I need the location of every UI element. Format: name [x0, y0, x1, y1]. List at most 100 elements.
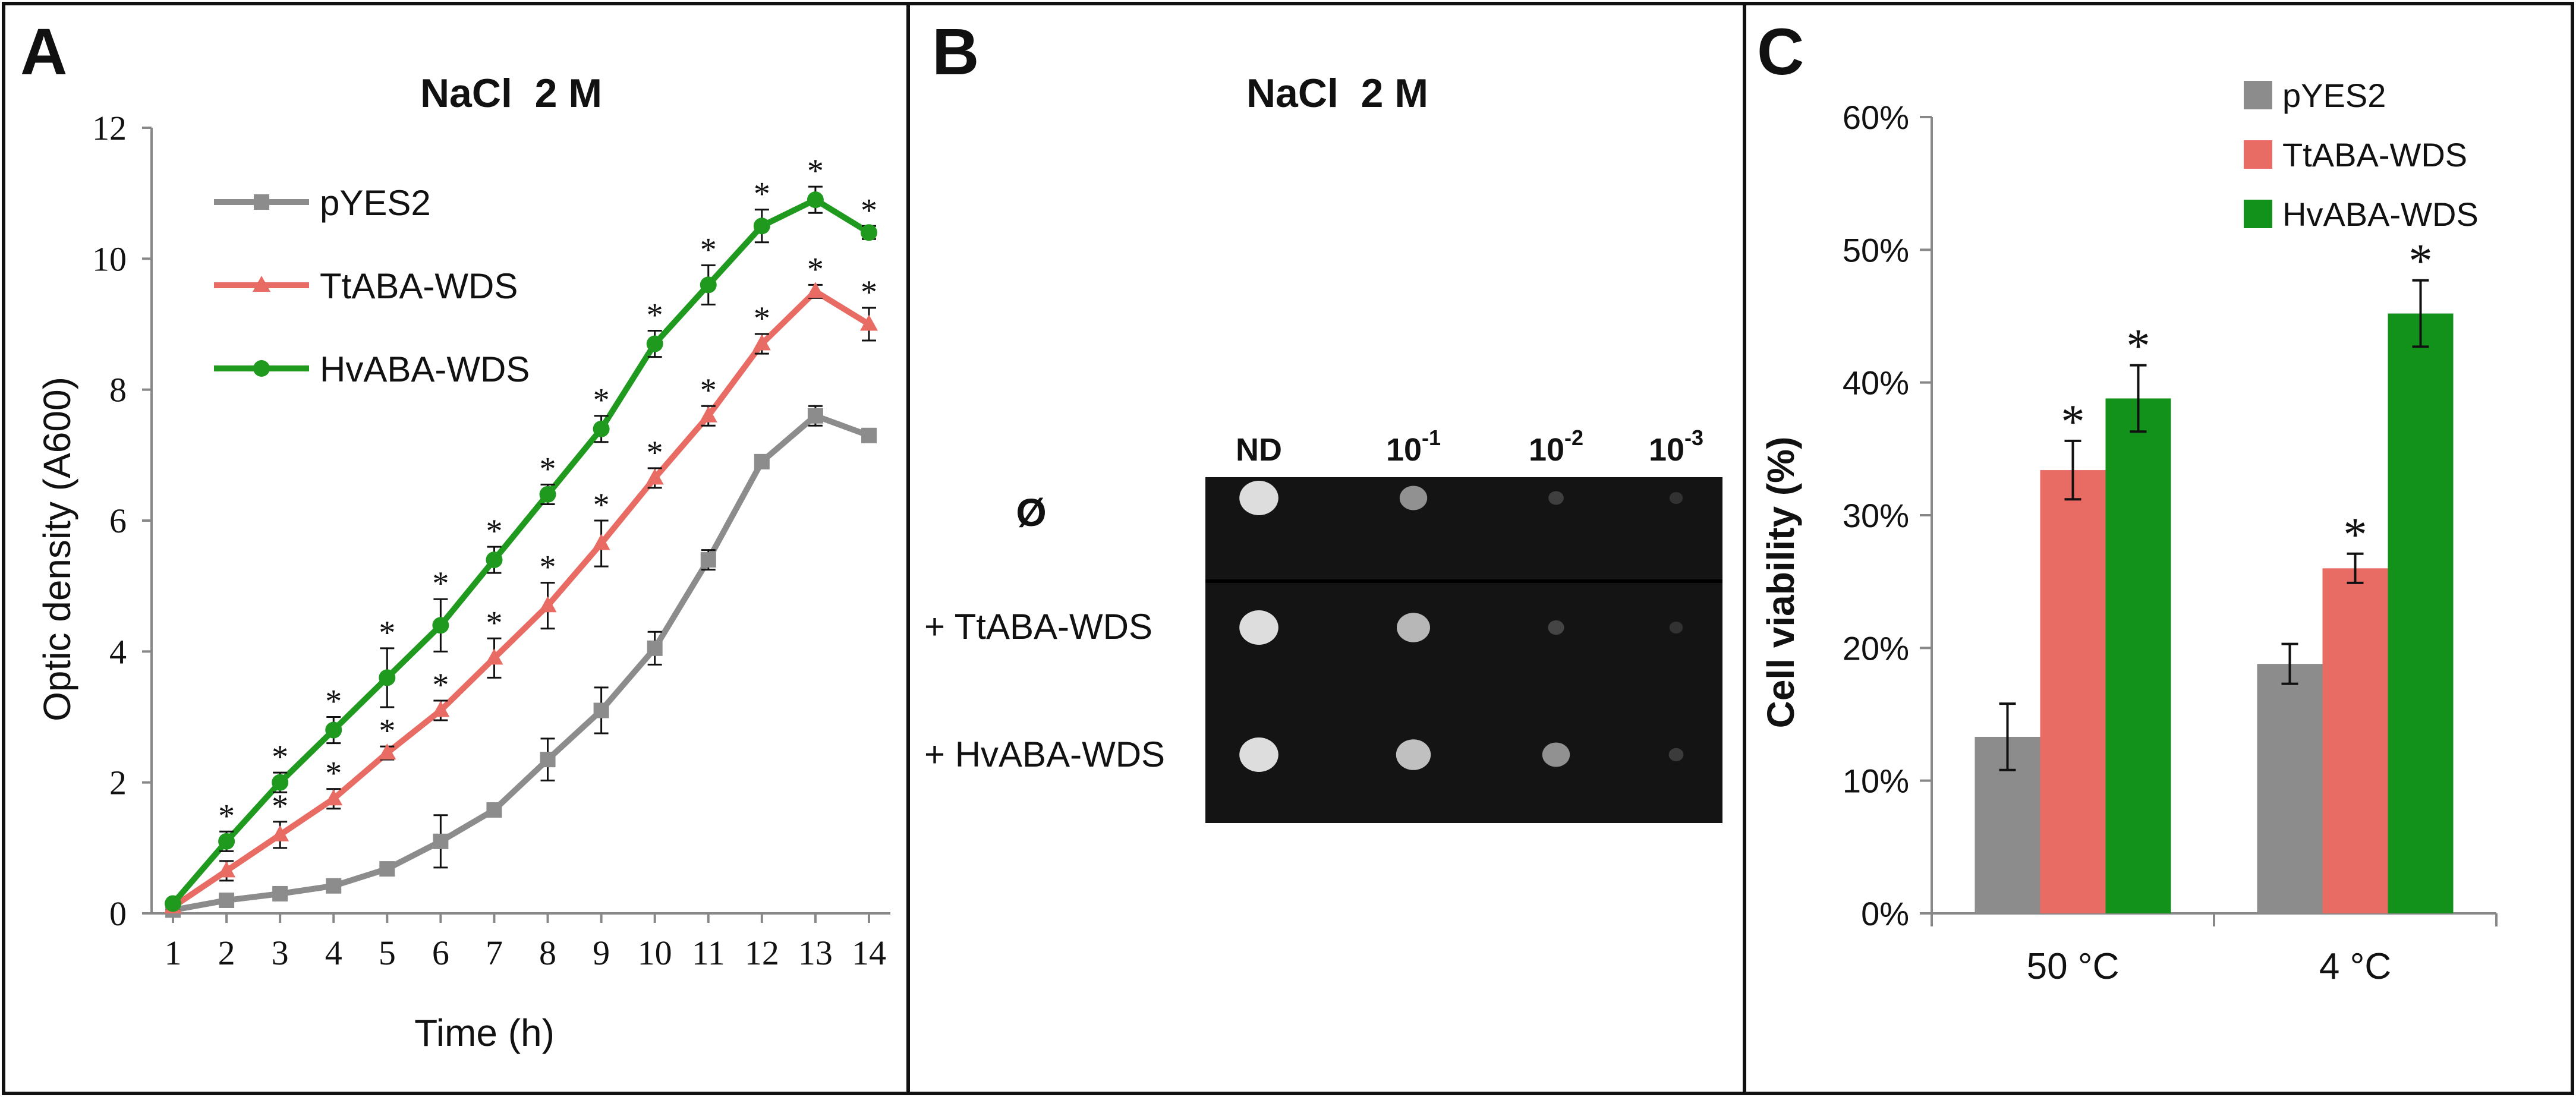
plate-column-label: 10-2	[1529, 425, 1583, 468]
data-point-pYES2	[861, 427, 877, 443]
plate-row-label: + HvABA-WDS	[924, 735, 1165, 774]
y-tick-label: 6	[109, 502, 127, 540]
plate-spot	[1239, 610, 1278, 645]
x-tick-label: 11	[692, 934, 725, 972]
x-tick-label: 2	[218, 934, 235, 972]
panel-a-letter: A	[20, 15, 67, 89]
data-point-pYES2	[219, 892, 235, 908]
series-line-HvABA-WDS	[171, 197, 871, 906]
plate-spot	[1239, 737, 1278, 772]
significance-marker: *	[272, 788, 288, 825]
significance-marker: *	[486, 604, 502, 641]
legend-swatch-marker	[254, 194, 269, 210]
significance-marker: *	[2344, 509, 2367, 561]
significance-marker: *	[432, 667, 449, 704]
x-tick-label: 4	[325, 934, 342, 972]
plate-spot	[1548, 620, 1564, 635]
data-point-TtABA-WDS	[485, 648, 503, 665]
significance-marker: *	[2061, 396, 2085, 448]
data-point-TtABA-WDS	[645, 468, 664, 485]
y-tick-label: 0%	[1861, 895, 1909, 932]
panel-a-series: **************************	[164, 153, 878, 918]
data-point-TtABA-WDS	[325, 789, 343, 806]
x-tick-label: 50 °C	[2027, 946, 2120, 987]
legend-label: pYES2	[2282, 77, 2386, 114]
y-tick-label: 50%	[1843, 231, 1909, 269]
data-point-pYES2	[540, 752, 556, 768]
x-tick-label: 6	[432, 934, 449, 972]
panel-a-title: NaCl 2 M	[420, 71, 602, 116]
x-tick-label: 7	[486, 934, 503, 972]
legend-swatch-marker	[253, 360, 270, 377]
data-point-pYES2	[433, 833, 449, 849]
significance-marker: *	[325, 755, 342, 792]
data-point-HvABA-WDS	[593, 420, 610, 437]
y-tick-label: 10	[92, 239, 127, 278]
significance-marker: *	[807, 153, 824, 190]
plate-spot	[1668, 748, 1684, 762]
significance-marker: *	[379, 713, 395, 749]
legend-swatch-marker	[253, 276, 270, 292]
plate-spot	[1548, 491, 1564, 505]
significance-marker: *	[861, 192, 877, 229]
data-point-HvABA-WDS	[860, 224, 877, 241]
data-point-HvABA-WDS	[432, 617, 449, 634]
data-point-pYES2	[754, 453, 770, 469]
legend-label: TtABA-WDS	[320, 266, 518, 306]
data-point-HvABA-WDS	[646, 335, 663, 352]
data-point-TtABA-WDS	[378, 743, 396, 760]
significance-marker: *	[540, 549, 556, 586]
data-point-TtABA-WDS	[538, 596, 557, 613]
data-point-HvABA-WDS	[486, 551, 503, 569]
y-tick-label: 0	[109, 894, 127, 933]
plate-spot	[1669, 621, 1683, 634]
y-tick-label: 40%	[1843, 364, 1909, 402]
data-point-HvABA-WDS	[218, 833, 235, 850]
panel-a-ylabel: Optic density (A600)	[36, 377, 78, 721]
data-point-TtABA-WDS	[752, 334, 771, 351]
data-point-HvABA-WDS	[379, 669, 396, 686]
legend-swatch	[2244, 140, 2272, 169]
x-tick-label: 3	[272, 934, 289, 972]
bar-TtABA-WDS	[2040, 470, 2106, 913]
y-tick-label: 2	[109, 764, 127, 802]
bar-HvABA-WDS	[2105, 398, 2171, 913]
data-point-TtABA-WDS	[271, 825, 289, 841]
panel-c-axes: 0% 10% 20% 30% 40% 50% 60% 50 °C 4 °C	[1843, 99, 2498, 987]
plate-image	[1205, 477, 1722, 823]
legend-label: pYES2	[320, 183, 431, 223]
panel-c-bars: * * * *	[1974, 235, 2454, 913]
plate-spot	[1239, 481, 1278, 515]
significance-marker: *	[218, 797, 235, 834]
plate-column-label: 10-1	[1386, 425, 1441, 468]
plate-spot	[1542, 742, 1570, 767]
bar-TtABA-WDS	[2322, 568, 2388, 913]
panel-a: A NaCl 2 M Optic density (A600) Time (h)…	[20, 15, 890, 1054]
plate-column-base: 10	[1649, 432, 1684, 468]
significance-marker: *	[807, 251, 824, 288]
data-point-HvABA-WDS	[539, 486, 556, 503]
x-tick-label: 8	[539, 934, 556, 972]
x-tick-label: 4 °C	[2319, 946, 2391, 987]
panel-c-letter: C	[1757, 15, 1804, 89]
data-point-pYES2	[807, 408, 823, 424]
plate-spots	[1239, 481, 1684, 772]
plate-column-base: ND	[1236, 432, 1282, 468]
plate-column-labels: ND 10-1 10-2 10-3	[1236, 425, 1703, 468]
data-point-HvABA-WDS	[325, 721, 342, 739]
significance-marker: *	[647, 297, 663, 334]
data-point-TtABA-WDS	[806, 282, 824, 298]
plate-row-label: Ø	[1016, 490, 1046, 534]
x-tick-label: 14	[852, 934, 886, 972]
x-tick-label: 13	[798, 934, 833, 972]
series-line-TtABA-WDS	[171, 288, 871, 910]
significance-marker: *	[593, 382, 610, 419]
panel-b: B NaCl 2 M ND 10-1 10-2 10-3 Ø+ TtABA-WDS+ …	[924, 15, 1722, 823]
y-tick-label: 10%	[1843, 762, 1909, 800]
plate-column-base: 10	[1529, 432, 1564, 468]
bar-pYES2	[2257, 664, 2323, 913]
y-tick-label: 60%	[1843, 99, 1909, 136]
